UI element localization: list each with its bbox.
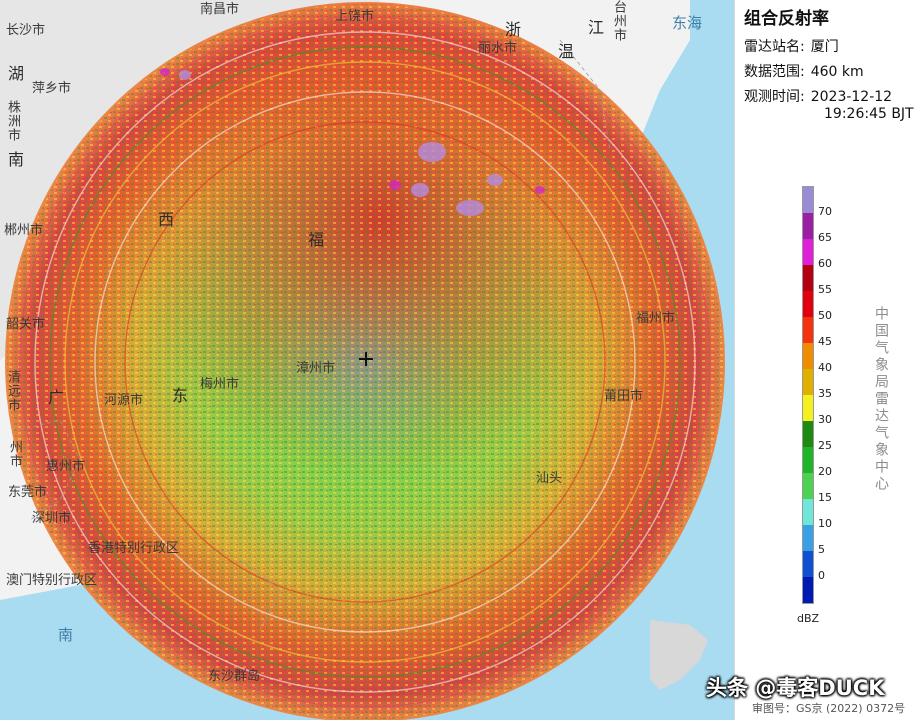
label-dongsha: 东沙群岛 [208, 669, 261, 684]
label-putian: 莆田市 [604, 389, 644, 404]
label-heyuan: 河源市 [104, 393, 144, 408]
legend-color-segment [803, 239, 813, 265]
legend-color-segment [803, 551, 813, 577]
legend-tick-label: 65 [818, 231, 832, 244]
range-value: 460 km [810, 64, 864, 80]
legend-tick-label: 55 [818, 283, 832, 296]
label-huizhou: 惠州市 [46, 459, 86, 474]
legend-color-segment [803, 395, 813, 421]
legend-color-segment [803, 265, 813, 291]
legend-tick-label: 70 [818, 205, 832, 218]
magenta-echo-cells [160, 68, 545, 194]
panel-divider [734, 0, 735, 720]
label-donghai: 东海 [672, 14, 703, 32]
label-hongkong: 香港特别行政区 [88, 541, 180, 556]
label-lishui: 丽水市 [478, 41, 518, 56]
legend-color-segment [803, 317, 813, 343]
label-chenzhou: 郴州市 [4, 223, 44, 238]
range-key: 数据范围: [744, 64, 805, 80]
station-key: 雷达站名: [744, 39, 805, 55]
legend-color-segment [803, 421, 813, 447]
label-zhe: 浙 [505, 20, 522, 39]
color-legend-bar [802, 186, 814, 604]
time-clock: 19:26:45 BJT [824, 106, 914, 122]
legend-tick-label: 35 [818, 387, 832, 400]
label-zhuzhou: 株洲市 [5, 100, 20, 142]
time-date: 2023-12-12 [810, 89, 893, 105]
legend-color-segment [803, 343, 813, 369]
label-guang: 广 [48, 388, 65, 407]
high-echo-cells [179, 70, 503, 216]
label-hu: 湖 [8, 64, 25, 83]
radar-map-canvas [0, 0, 725, 720]
station-row: 雷达站名: 厦门 [744, 36, 839, 56]
label-nanchang: 南昌市 [200, 2, 240, 17]
label-meizhou: 梅州市 [200, 377, 240, 392]
credit-text: 中国气象局雷达气象中心 [873, 306, 889, 493]
province-boundaries [19, 39, 611, 631]
radar-station-marker [359, 352, 373, 366]
legend-tick-label: 15 [818, 491, 832, 504]
label-changsha: 长沙市 [6, 23, 46, 38]
legend-tick-label: 25 [818, 439, 832, 452]
label-macau: 澳门特别行政区 [6, 573, 98, 588]
label-shaoguan: 韶关市 [6, 317, 46, 332]
label-fuzhou: 福州市 [636, 311, 676, 326]
time-row: 观测时间: 2023-12-12 [744, 86, 892, 106]
label-fu: 福 [308, 230, 325, 249]
legend-tick-label: 30 [818, 413, 832, 426]
label-zhangzhou: 漳州市 [296, 361, 336, 376]
legend-color-segment [803, 369, 813, 395]
legend-tick-label: 45 [818, 335, 832, 348]
legend-color-segment [803, 525, 813, 551]
label-wenzhou: 温 [558, 42, 575, 61]
legend-color-segment [803, 447, 813, 473]
legend-tick-label: 40 [818, 361, 832, 374]
product-title: 组合反射率 [744, 9, 829, 29]
label-nan: 南 [8, 150, 25, 169]
info-panel: 组合反射率 雷达站名: 厦门 数据范围: 460 km 观测时间: 2023-12-1… [735, 0, 924, 720]
label-jiang: 江 [588, 18, 605, 37]
map-approval-number: 审图号：GS京 (2022) 0372号 [752, 702, 906, 715]
legend-color-segment [803, 473, 813, 499]
legend-color-segment [803, 499, 813, 525]
legend-tick-label: 0 [818, 569, 825, 582]
station-value: 厦门 [810, 39, 839, 55]
label-xi: 西 [158, 210, 175, 229]
legend-unit: dBZ [797, 612, 820, 625]
label-shantou: 汕头 [536, 471, 563, 486]
label-qingyuan: 清远市 [5, 370, 20, 412]
taiwan-island [650, 620, 708, 690]
range-row: 数据范围: 460 km [744, 61, 864, 81]
legend-color-segment [803, 187, 813, 213]
label-dong: 东 [172, 386, 189, 405]
radar-map[interactable]: 南昌市 长沙市 上饶市 丽水市 温 台州市 江 浙 东海 湖 萍乡市 株洲市 南… [0, 0, 734, 720]
label-taizhou: 台州市 [611, 0, 626, 42]
legend-tick-label: 20 [818, 465, 832, 478]
legend-color-segment [803, 213, 813, 239]
label-shenzhen: 深圳市 [32, 511, 72, 526]
label-shangrao: 上饶市 [335, 9, 375, 24]
label-guangzhou: 州市 [7, 440, 22, 468]
watermark: 头条 @毒客DUCK [706, 676, 885, 700]
legend-tick-label: 60 [818, 257, 832, 270]
legend-color-segment [803, 291, 813, 317]
time-key: 观测时间: [744, 89, 805, 105]
label-pingxiang: 萍乡市 [32, 81, 72, 96]
range-ring-artifacts [19, 16, 711, 708]
legend-tick-label: 50 [818, 309, 832, 322]
label-south-sea: 南 [58, 626, 74, 644]
legend-color-segment [803, 577, 813, 603]
legend-tick-label: 5 [818, 543, 825, 556]
legend-tick-label: 10 [818, 517, 832, 530]
label-dongguan: 东莞市 [8, 485, 48, 500]
